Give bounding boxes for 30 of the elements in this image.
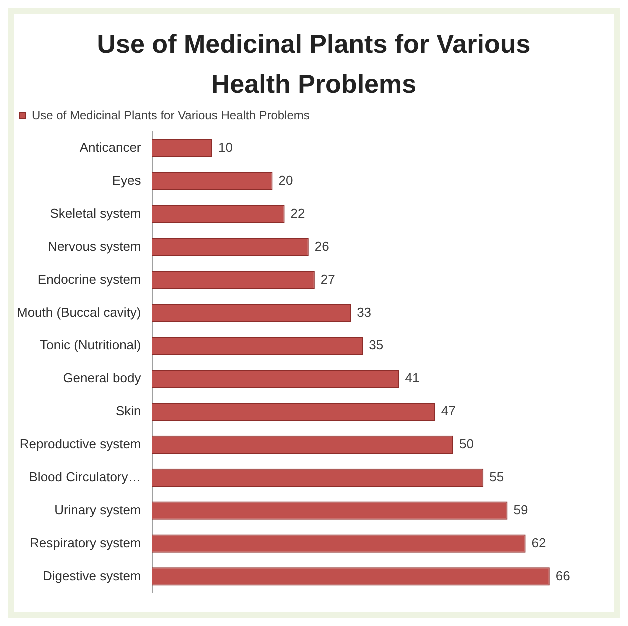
y-tick-label: Respiratory system: [30, 535, 142, 550]
data-label: 20: [278, 172, 294, 188]
data-label: 59: [514, 502, 528, 518]
y-tick-label: Skeletal system: [50, 206, 142, 221]
data-label: 35: [369, 338, 384, 353]
y-tick-label: Nervous system: [48, 238, 142, 254]
data-label: 10: [218, 140, 233, 156]
chart-title: Use of Medicinal Plants for Various Health Problems: [96, 28, 532, 101]
legend-label: Use of Medicinal Plants for Various Health Problems: [32, 108, 310, 122]
y-tick-label: Anticancer: [80, 140, 142, 156]
data-label: 50: [460, 436, 474, 452]
data-label: 22: [290, 206, 306, 221]
y-tick-label: General body: [63, 370, 142, 386]
y-tick-label: Reproductive system: [20, 436, 142, 452]
data-label: 55: [490, 469, 504, 484]
y-tick-label: Skin: [116, 404, 142, 419]
data-label: 62: [532, 535, 546, 550]
y-tick-label: Blood Circulatory…: [29, 469, 142, 484]
data-label: 26: [314, 238, 330, 254]
data-label: 66: [556, 568, 570, 584]
data-label: 47: [441, 404, 456, 419]
data-label: 27: [320, 272, 336, 287]
y-tick-label: Eyes: [112, 172, 142, 188]
data-label: 41: [405, 370, 420, 386]
y-tick-label: Digestive system: [43, 568, 142, 584]
y-tick-label: Mouth (Buccal cavity): [16, 304, 142, 320]
y-tick-label: Endocrine system: [38, 272, 142, 287]
data-label: 33: [357, 304, 372, 320]
y-tick-label: Urinary system: [54, 502, 142, 518]
y-tick-label: Tonic (Nutritional): [40, 338, 142, 353]
